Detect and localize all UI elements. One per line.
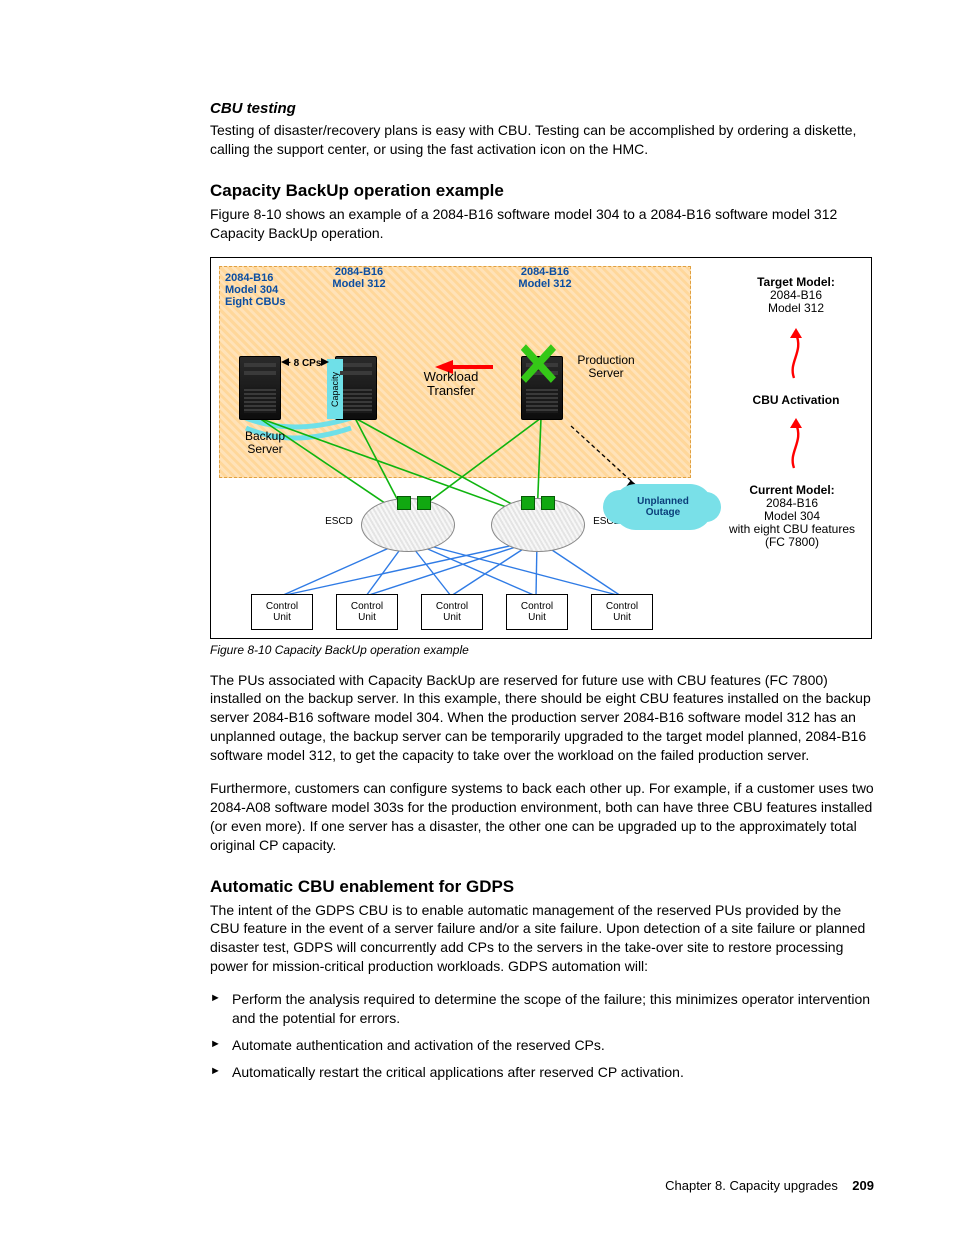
server-cbu: Capacity	[335, 356, 377, 420]
target-model-body: 2084-B16Model 312	[768, 288, 824, 315]
figure-8-10: 2084-B16Model 304Eight CBUs 2084-B16Mode…	[210, 257, 872, 639]
current-model-block: Current Model: 2084-B16Model 304with eig…	[717, 484, 867, 550]
arrow-left-icon	[281, 358, 289, 366]
para-cbu-testing: Testing of disaster/recovery plans is ea…	[210, 121, 874, 159]
current-model-title: Current Model:	[749, 483, 834, 497]
plus-8-cps: + 8 CPs	[285, 358, 321, 369]
para-after-fig-1: The PUs associated with Capacity BackUp …	[210, 671, 874, 765]
green-port-4	[541, 496, 555, 510]
label-304: 2084-B16Model 304Eight CBUs	[225, 272, 305, 308]
escd-label-left: ESCD	[317, 516, 361, 527]
control-unit-1: ControlUnit	[251, 594, 313, 630]
footer-page-number: 209	[852, 1178, 874, 1193]
para-gdps-intro: The intent of the GDPS CBU is to enable …	[210, 901, 874, 977]
capacity-tag: Capacity	[327, 359, 343, 419]
production-server-label: ProductionServer	[571, 354, 641, 380]
para-cbu-op-intro: Figure 8-10 shows an example of a 2084-B…	[210, 205, 874, 243]
para-after-fig-2: Furthermore, customers can configure sys…	[210, 779, 874, 855]
figure-caption: Figure 8-10 Capacity BackUp operation ex…	[210, 643, 874, 657]
heading-gdps: Automatic CBU enablement for GDPS	[210, 877, 874, 897]
green-port-2	[417, 496, 431, 510]
list-item: Perform the analysis required to determi…	[210, 990, 874, 1028]
target-model-block: Target Model: 2084-B16Model 312	[731, 276, 861, 316]
list-item: Automatically restart the critical appli…	[210, 1063, 874, 1082]
label-312b: 2084-B16Model 312	[509, 266, 581, 290]
control-unit-2: ControlUnit	[336, 594, 398, 630]
target-model-title: Target Model:	[757, 275, 835, 289]
server-backup	[239, 356, 281, 420]
cbu-activation-label: CBU Activation	[731, 394, 861, 407]
control-unit-3: ControlUnit	[421, 594, 483, 630]
cloud-unplanned-outage: UnplannedOutage	[613, 484, 713, 530]
backup-server-label: BackupServer	[235, 430, 295, 456]
curved-arrow-up-2	[786, 418, 806, 472]
control-unit-5: ControlUnit	[591, 594, 653, 630]
workload-transfer-label: WorkloadTransfer	[407, 370, 495, 399]
green-port-3	[521, 496, 535, 510]
gdps-bullet-list: Perform the analysis required to determi…	[210, 990, 874, 1082]
control-unit-4: ControlUnit	[506, 594, 568, 630]
current-model-body: 2084-B16Model 304with eight CBU features…	[729, 496, 855, 550]
heading-cbu-op-example: Capacity BackUp operation example	[210, 181, 874, 201]
escd-right	[491, 498, 585, 552]
list-item: Automate authentication and activation o…	[210, 1036, 874, 1055]
page-footer: Chapter 8. Capacity upgrades 209	[665, 1178, 874, 1193]
curved-arrow-up-1	[786, 328, 806, 382]
arrow-right-icon	[321, 358, 329, 366]
heading-cbu-testing: CBU testing	[210, 100, 874, 117]
outage-x-icon: ✕	[515, 328, 562, 401]
footer-chapter: Chapter 8. Capacity upgrades	[665, 1178, 838, 1193]
label-312a: 2084-B16Model 312	[323, 266, 395, 290]
green-port-1	[397, 496, 411, 510]
